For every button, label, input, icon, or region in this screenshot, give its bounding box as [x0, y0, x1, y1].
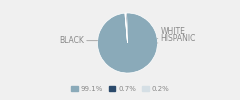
- Wedge shape: [125, 13, 127, 43]
- Text: HISPANIC: HISPANIC: [157, 34, 196, 43]
- Legend: 99.1%, 0.7%, 0.2%: 99.1%, 0.7%, 0.2%: [68, 83, 172, 95]
- Text: WHITE: WHITE: [157, 27, 185, 38]
- Text: BLACK: BLACK: [59, 36, 97, 45]
- Wedge shape: [97, 13, 157, 73]
- Wedge shape: [125, 13, 127, 43]
